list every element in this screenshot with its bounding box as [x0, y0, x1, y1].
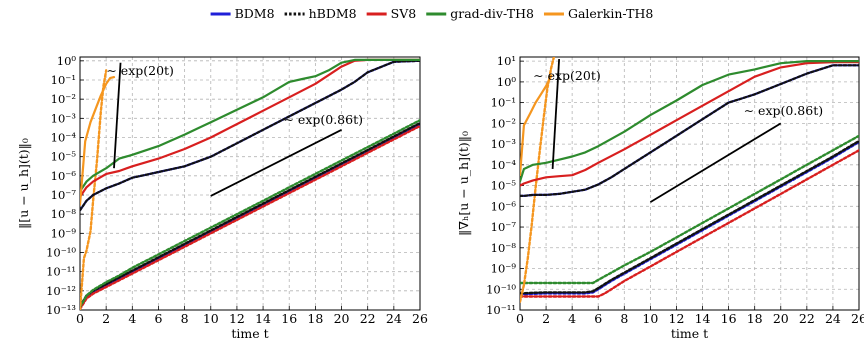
y-tick-label: 10⁻⁹	[51, 226, 77, 240]
y-tick-label: 10⁰	[57, 54, 77, 68]
x-tick-label: 6	[594, 311, 602, 326]
x-tick-label: 18	[747, 311, 763, 326]
x-tick-label: 10	[642, 311, 658, 326]
y-tick-label: 10⁻¹	[491, 96, 516, 110]
y-tick-label: 10⁻⁷	[491, 220, 517, 234]
grid	[519, 57, 860, 311]
y-tick-label: 10⁻⁴	[491, 158, 517, 172]
y-tick-label: 10⁻²	[51, 92, 76, 106]
legend-label-grad-div-th8: grad-div-TH8	[450, 6, 534, 21]
chart-right: 0 2 4 6 8 10 12 14 16 18 20 22 24 2610⁻¹¹10⁻¹⁰10⁻⁹10⁻…	[456, 54, 864, 341]
series-line-sv8	[80, 124, 420, 310]
legend-label-bdm8: BDM8	[235, 6, 275, 21]
x-tick-label: 2	[542, 311, 550, 326]
legend-label-hbdm8: hBDM8	[309, 6, 357, 21]
chart-left: 0 2 4 6 8 10 12 14 16 18 20 22 24 2610⁻¹³10⁻¹²10⁻¹¹10…	[16, 54, 428, 341]
series-line-sv8	[520, 61, 859, 187]
x-tick-label: 26	[412, 311, 428, 326]
y-tick-label: 10⁻¹¹	[486, 303, 516, 317]
y-tick-label: 10⁻⁶	[491, 199, 517, 213]
y-tick-label: 10⁻⁴	[51, 131, 77, 145]
y-tick-label: 10⁻¹	[51, 73, 76, 87]
x-tick-label: 20	[773, 311, 789, 326]
series-line-galerkin-th8	[80, 75, 116, 206]
x-tick-label: 4	[568, 311, 576, 326]
y-tick-label: 10⁻⁶	[51, 169, 77, 183]
x-tick-label: 24	[386, 311, 402, 326]
y-tick-label: 10⁻¹²	[46, 284, 76, 298]
series-line-hbdm8	[520, 139, 859, 295]
y-tick-label: 10⁻⁵	[51, 150, 77, 164]
y-tick-label: 10⁻²	[491, 116, 516, 130]
series-line-grad-div-th8	[80, 118, 420, 309]
annotation-label: ∼ exp(0.86t)	[744, 103, 824, 118]
y-tick-label: 10¹	[497, 54, 516, 68]
x-tick-label: 18	[307, 311, 323, 326]
y-tick-label: 10⁻⁸	[51, 207, 77, 221]
x-tick-label: 12	[229, 311, 245, 326]
x-tick-label: 12	[669, 311, 685, 326]
y-tick-label: 10⁻³	[51, 111, 77, 125]
y-axis-label: ‖[u − u_h](t)‖₀	[16, 138, 31, 229]
y-tick-label: 10⁻⁷	[51, 188, 77, 202]
plot-frame	[519, 56, 860, 311]
x-tick-label: 14	[695, 311, 711, 326]
legend-label-sv8: SV8	[391, 6, 417, 21]
y-tick-label: 10⁻⁹	[491, 262, 517, 276]
annotation-label: ∼ exp(20t)	[533, 68, 601, 83]
x-tick-label: 4	[128, 311, 136, 326]
x-axis-label: time t	[231, 326, 268, 341]
x-tick-label: 0	[516, 311, 524, 326]
y-tick-label: 10⁻¹¹	[46, 265, 76, 279]
series-line-hbdm8	[80, 59, 420, 212]
x-tick-label: 6	[154, 311, 162, 326]
y-axis-label: ‖∇ₕ[u − u_h](t)‖₀	[456, 131, 471, 236]
x-tick-label: 24	[825, 311, 841, 326]
x-tick-label: 16	[281, 311, 297, 326]
x-tick-label: 0	[76, 311, 84, 326]
annotation-label: ∼ exp(0.86t)	[283, 112, 363, 127]
y-tick-label: 10⁻⁸	[491, 241, 517, 255]
legend: BDM8 hBDM8 SV8 grad-div-TH8 Galerkin-TH8	[210, 6, 653, 21]
reference-slope-line	[113, 62, 122, 169]
annotation-label: ∼ exp(20t)	[106, 63, 174, 78]
series-line-sv8	[520, 149, 859, 298]
series-group	[520, 57, 859, 303]
y-tick-label: 10⁻¹⁰	[486, 282, 516, 296]
x-tick-label: 8	[620, 311, 628, 326]
reference-slope-line	[210, 129, 342, 197]
reference-slope-line	[649, 122, 782, 203]
x-tick-label: 8	[181, 311, 189, 326]
x-tick-label: 14	[255, 311, 271, 326]
y-tick-label: 10⁻⁵	[491, 179, 517, 193]
series-line-grad-div-th8	[80, 58, 420, 193]
y-tick-label: 10⁻¹⁰	[46, 246, 76, 260]
series-line-hbdm8	[520, 64, 859, 197]
series-group	[80, 58, 420, 310]
y-tick-label: 10⁰	[497, 75, 517, 89]
series-line-galerkin-th8	[520, 74, 553, 177]
x-tick-label: 26	[851, 311, 864, 326]
y-tick-label: 10⁻¹³	[46, 303, 76, 317]
x-tick-label: 16	[721, 311, 737, 326]
y-tick-label: 10⁻³	[491, 137, 517, 151]
series-line-grad-div-th8	[520, 134, 859, 285]
x-tick-label: 22	[799, 311, 815, 326]
reference-slope-line	[551, 59, 561, 170]
x-tick-label: 10	[203, 311, 219, 326]
x-tick-label: 2	[102, 311, 110, 326]
x-tick-label: 22	[360, 311, 376, 326]
x-tick-label: 20	[334, 311, 350, 326]
x-axis-label: time t	[671, 326, 708, 341]
series-line-grad-div-th8	[520, 59, 859, 183]
series-line-hbdm8	[80, 121, 420, 308]
plot-frame	[79, 56, 421, 311]
legend-label-galerkin-th8: Galerkin-TH8	[568, 6, 653, 21]
